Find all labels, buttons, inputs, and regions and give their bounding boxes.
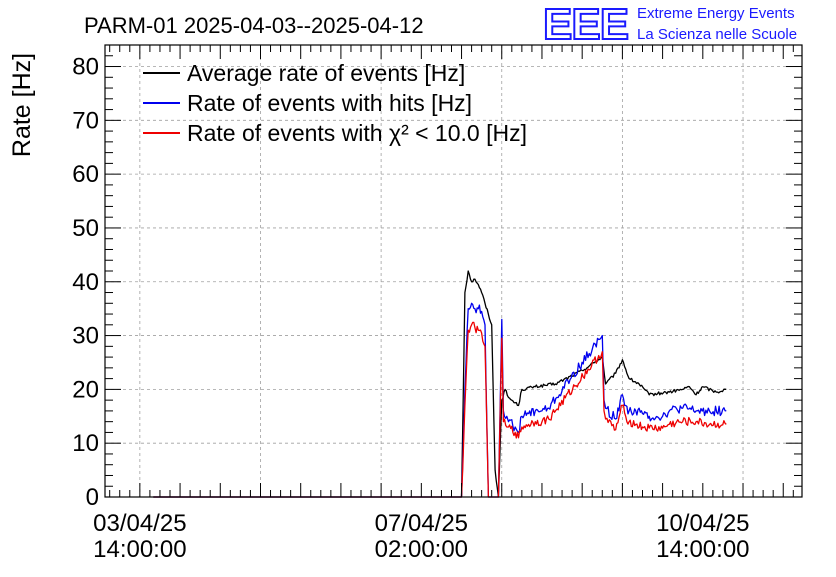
y-tick-label: 70 bbox=[72, 107, 99, 134]
y-tick-label: 50 bbox=[72, 215, 99, 242]
legend-label-1: Average rate of events [Hz] bbox=[187, 60, 465, 86]
legend-label-3: Rate of events with χ² < 10.0 [Hz] bbox=[187, 120, 527, 146]
y-tick-label: 10 bbox=[72, 430, 99, 457]
eee-logo-line1: Extreme Energy Events bbox=[637, 5, 795, 22]
eee-logo-line2: La Scienza nelle Scuole bbox=[637, 26, 797, 43]
y-tick-label: 30 bbox=[72, 323, 99, 350]
legend-label-2: Rate of events with hits [Hz] bbox=[187, 90, 472, 116]
y-tick-label: 80 bbox=[72, 54, 99, 81]
y-tick-label: 20 bbox=[72, 376, 99, 403]
legend: Average rate of events [Hz] Rate of event… bbox=[143, 60, 527, 146]
x-tick-label-date: 10/04/25 bbox=[656, 510, 749, 537]
x-tick-label-time: 14:00:00 bbox=[93, 536, 186, 563]
axis-layer: 0102030405060708003/04/2514:00:0007/04/2… bbox=[72, 45, 802, 563]
y-tick-label: 0 bbox=[86, 484, 99, 511]
x-tick-label-date: 07/04/25 bbox=[375, 510, 468, 537]
x-tick-label-time: 02:00:00 bbox=[375, 536, 468, 563]
chart-title: PARM-01 2025-04-03--2025-04-12 bbox=[84, 13, 424, 38]
x-tick-label-date: 03/04/25 bbox=[93, 510, 186, 537]
y-tick-label: 60 bbox=[72, 161, 99, 188]
y-tick-label: 40 bbox=[72, 269, 99, 296]
eee-logo-mark: EEE bbox=[543, 0, 628, 49]
eee-logo: EEE Extreme Energy Events La Scienza nel… bbox=[542, 0, 797, 50]
x-tick-label-time: 14:00:00 bbox=[656, 536, 749, 563]
y-axis-label: Rate [Hz] bbox=[8, 53, 36, 157]
grid-layer bbox=[105, 45, 802, 497]
